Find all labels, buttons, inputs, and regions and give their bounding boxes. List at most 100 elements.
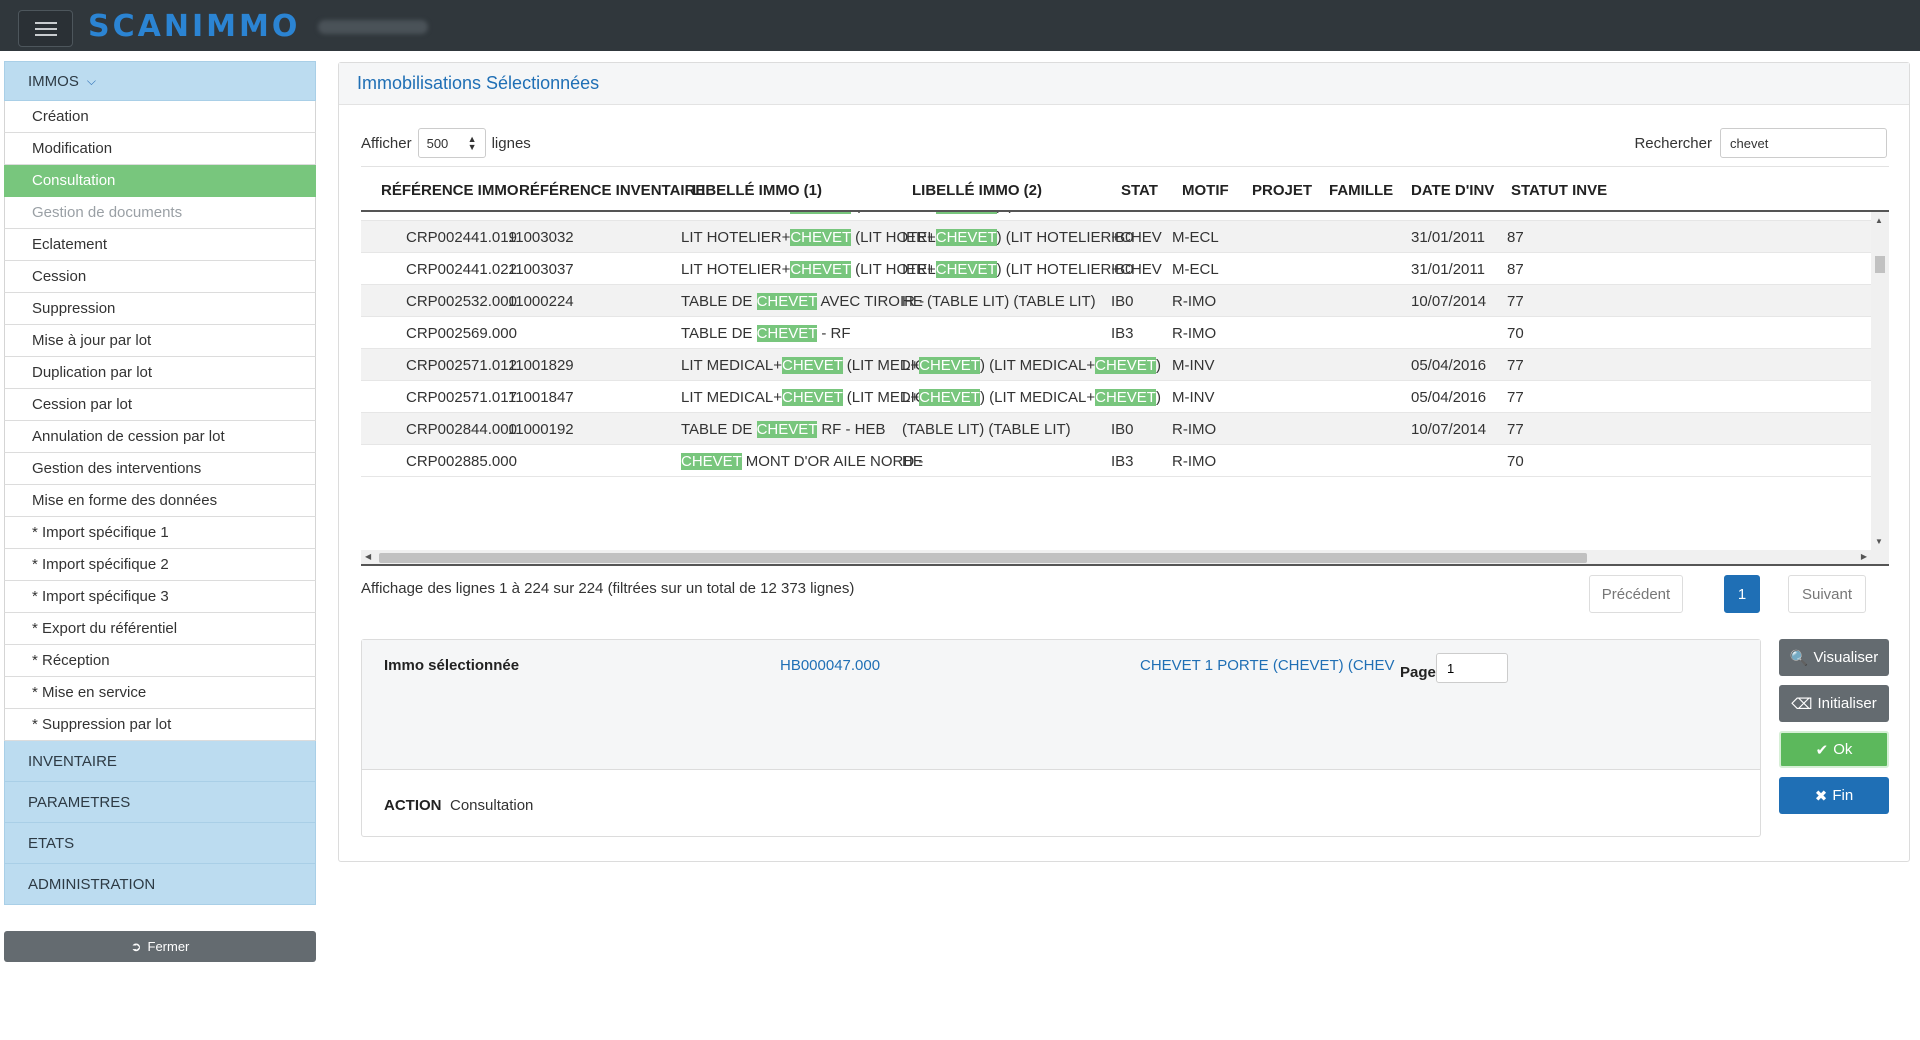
sidebar-item[interactable]: * Export du référentiel: [4, 613, 316, 645]
afficher-label: Afficher: [361, 134, 412, 152]
table-row[interactable]: CRP002569.000 IB3 R-IMO 70 TABLE DE CHEVET -…: [361, 317, 1871, 349]
sidebar-item[interactable]: Annulation de cession par lot: [4, 421, 316, 453]
table-row[interactable]: CRP002441.01711003034 IB0 M-INV 05/04/2016 7…: [361, 212, 1871, 221]
ok-button[interactable]: ✔ Ok: [1779, 731, 1889, 768]
sidebar: IMMOS ⌵ Création Modification Consultation…: [4, 61, 316, 905]
horizontal-scroll-thumb[interactable]: [379, 553, 1587, 563]
table-row[interactable]: CRP002844.000 11000192 IB0 R-IMO 10/07/2014 7…: [361, 413, 1871, 445]
sidebar-item[interactable]: Suppression: [4, 293, 316, 325]
table-row[interactable]: CRP002532.000 11000224 IB0 R-IMO 10/07/2014 7…: [361, 285, 1871, 317]
search-plus-icon: 🔍: [1789, 649, 1809, 667]
cell-text: ): [1155, 389, 1161, 406]
page-1-button[interactable]: 1: [1724, 575, 1760, 613]
table-row[interactable]: CRP002571.01711001847IB0M-INV05/04/20167…: [361, 381, 1871, 413]
cell-lib1: LIT MEDICAL+CHEVET (LIT MEDICA: [681, 357, 936, 374]
column-header[interactable]: LIBELLÉ IMMO (1): [692, 182, 822, 199]
cell-inv: 11001829: [508, 357, 574, 374]
sidebar-item[interactable]: Mise en forme des données: [4, 485, 316, 517]
cell-inv: 11003032: [508, 229, 574, 246]
initialiser-button[interactable]: ⌫ Initialiser: [1779, 685, 1889, 722]
sidebar-item[interactable]: Cession: [4, 261, 316, 293]
sidebar-item[interactable]: Modification: [4, 133, 316, 165]
fin-label: Fin: [1832, 787, 1854, 804]
column-header[interactable]: STATUT INVE: [1511, 182, 1608, 199]
cell-date: 31/01/2011: [1411, 229, 1485, 246]
sidebar-group[interactable]: ETATS: [4, 823, 316, 864]
horizontal-scrollbar[interactable]: ◀ ▶: [361, 550, 1889, 566]
sidebar-item[interactable]: Cession par lot: [4, 389, 316, 421]
hamburger-icon[interactable]: [18, 10, 73, 47]
cell-date: 31/01/2011: [1411, 261, 1485, 278]
panel-title: Immobilisations Sélectionnées: [357, 73, 600, 93]
sidebar-section-immos[interactable]: IMMOS ⌵: [4, 61, 316, 101]
cell-ref: CRP002844.000: [406, 421, 517, 438]
selected-immo-libelle[interactable]: CHEVET 1 PORTE (CHEVET) (CHEV: [1140, 657, 1395, 674]
column-header[interactable]: FAMILLE: [1329, 182, 1394, 199]
sidebar-item[interactable]: * Réception: [4, 645, 316, 677]
column-header[interactable]: LIBELLÉ IMMO (2): [912, 182, 1042, 199]
sidebar-item[interactable]: Consultation: [4, 165, 316, 197]
sidebar-item[interactable]: Eclatement: [4, 229, 316, 261]
cell-text: TABLE DE: [681, 293, 757, 310]
scroll-left-icon[interactable]: ◀: [365, 552, 372, 561]
cell-stat: IB0: [1111, 293, 1134, 310]
sidebar-item[interactable]: * Mise en service: [4, 677, 316, 709]
sidebar-section-label: IMMOS: [28, 72, 79, 90]
previous-button[interactable]: Précédent: [1589, 575, 1683, 613]
column-header[interactable]: STAT: [1121, 182, 1158, 199]
sidebar-item[interactable]: * Import spécifique 3: [4, 581, 316, 613]
cell-lib1: LIT HOTELIER+CHEVET (LIT HOTEL: [681, 261, 936, 278]
column-header[interactable]: DATE D'INV: [1411, 182, 1495, 199]
table-row[interactable]: CRP002441.019 11003032 IB0 M-ECL 31/01/2011 8…: [361, 221, 1871, 253]
page-label: Page: [1400, 664, 1436, 681]
sidebar-item[interactable]: Gestion de documents: [4, 197, 316, 229]
cell-text: IER+: [902, 212, 936, 214]
table-info: Affichage des lignes 1 à 224 sur 224 (fi…: [361, 580, 855, 597]
search-input[interactable]: [1720, 128, 1887, 158]
sidebar-item[interactable]: Création: [4, 101, 316, 133]
cell-text: TABLE DE: [681, 325, 757, 342]
vertical-scrollbar[interactable]: ▲ ▼: [1871, 212, 1889, 550]
cell-text: - RF: [817, 325, 851, 342]
ok-label: Ok: [1833, 741, 1853, 758]
column-header[interactable]: MOTIF: [1182, 182, 1229, 199]
sidebar-item[interactable]: Duplication par lot: [4, 357, 316, 389]
scroll-down-icon[interactable]: ▼: [1875, 537, 1883, 546]
select-arrows-icon: ▲ ▼: [467, 134, 477, 152]
page-length: Afficher 500 ▲ ▼ lignes: [361, 128, 531, 158]
sidebar-item[interactable]: Gestion des interventions: [4, 453, 316, 485]
page-input[interactable]: [1436, 653, 1508, 683]
cell-date: 10/07/2014: [1411, 293, 1487, 310]
next-button[interactable]: Suivant: [1788, 575, 1866, 613]
fin-button[interactable]: ✖ Fin: [1779, 777, 1889, 814]
column-header[interactable]: RÉFÉRENCE IMMO: [381, 182, 519, 199]
sidebar-item[interactable]: * Import spécifique 1: [4, 517, 316, 549]
sidebar-item[interactable]: * Import spécifique 2: [4, 549, 316, 581]
scroll-right-icon[interactable]: ▶: [1860, 552, 1867, 561]
initialiser-label: Initialiser: [1817, 695, 1877, 712]
table-row[interactable]: CRP002441.022 11003037 IB0 M-ECL 31/01/2011 8…: [361, 253, 1871, 285]
selected-immo-ref[interactable]: HB000047.000: [780, 657, 881, 674]
page-length-select[interactable]: 500 ▲ ▼: [417, 128, 486, 158]
sidebar-item[interactable]: * Suppression par lot: [4, 709, 316, 741]
table-body: CRP002441.01711003034 IB0 M-INV 05/04/2016 7…: [361, 212, 1871, 550]
cell-statut: 70: [1507, 453, 1524, 470]
cell-text: IER+: [902, 229, 936, 246]
column-header[interactable]: PROJET: [1252, 182, 1313, 199]
check-icon: ✔: [1815, 741, 1829, 759]
sidebar-group[interactable]: ADMINISTRATION: [4, 864, 316, 905]
sign-out-icon: ➲: [130, 938, 142, 954]
sidebar-group[interactable]: PARAMETRES: [4, 782, 316, 823]
fermer-button[interactable]: ➲ Fermer: [4, 931, 316, 962]
table-row[interactable]: CRP002571.01211001829IB0M-INV05/04/20167…: [361, 349, 1871, 381]
cell-text: L+: [902, 389, 920, 406]
cell-inv: 11000192: [508, 421, 574, 438]
column-header[interactable]: RÉFÉRENCE INVENTAIRE: [519, 182, 706, 199]
scroll-up-icon[interactable]: ▲: [1875, 216, 1883, 225]
cell-inv: 11003037: [508, 261, 574, 278]
vertical-scroll-thumb[interactable]: [1875, 256, 1885, 273]
visualiser-button[interactable]: 🔍 Visualiser: [1779, 639, 1889, 676]
sidebar-group[interactable]: INVENTAIRE: [4, 741, 316, 782]
sidebar-item[interactable]: Mise à jour par lot: [4, 325, 316, 357]
table-row[interactable]: CRP002885.000 IB3 R-IMO 70 CHEVET MONT D'OR …: [361, 445, 1871, 477]
